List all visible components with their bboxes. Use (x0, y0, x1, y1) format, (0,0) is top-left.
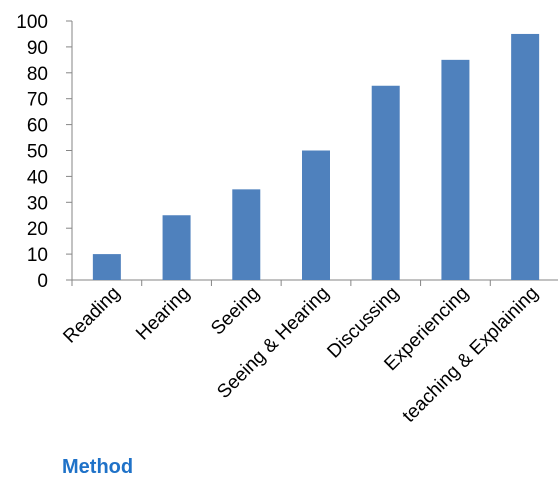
y-tick-label: 70 (27, 90, 48, 111)
bar-1 (162, 215, 191, 280)
y-tick-label: 0 (37, 271, 48, 292)
category-label: Hearing (132, 283, 194, 345)
bars (92, 33, 540, 281)
category-label: Seeing (207, 283, 264, 340)
y-tick-label: 50 (27, 142, 48, 163)
category-label: teaching & Explaining (399, 283, 543, 427)
y-axis: 0 10 20 30 40 50 60 70 80 90 100 (16, 12, 73, 292)
y-tick-label: 90 (27, 38, 48, 59)
bar-5 (441, 59, 470, 280)
y-tick-label: 40 (27, 167, 48, 188)
category-label: Reading (59, 283, 124, 348)
y-tick-label: 100 (16, 12, 48, 33)
bar-3 (302, 150, 330, 280)
y-tick-label: 10 (27, 245, 48, 266)
y-tick-label: 80 (27, 64, 48, 85)
y-tick-label: 60 (27, 116, 48, 137)
bar-6 (511, 33, 540, 281)
bar-0 (92, 254, 121, 280)
y-tick-label: 30 (27, 193, 48, 214)
bar-2 (232, 189, 261, 280)
y-tick-label: 20 (27, 219, 48, 240)
bar-4 (371, 85, 400, 280)
x-axis-title: Method (62, 456, 134, 478)
